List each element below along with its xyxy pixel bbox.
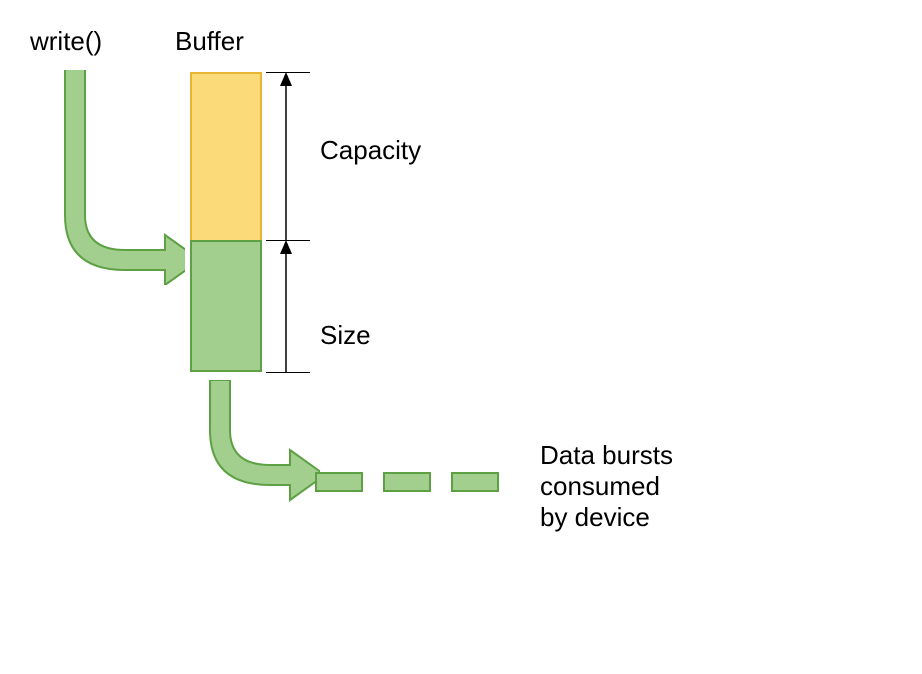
- output-arrow-icon: [200, 380, 320, 510]
- buffer-label: Buffer: [175, 26, 244, 57]
- bursts-label-line3: by device: [540, 502, 673, 533]
- buffer-size-region: [190, 240, 262, 372]
- bursts-label-line2: consumed: [540, 471, 673, 502]
- bursts-label: Data bursts consumed by device: [540, 440, 673, 534]
- size-dim-arrow-icon: [278, 240, 294, 372]
- capacity-dim-arrow-icon: [278, 72, 294, 240]
- size-label: Size: [320, 320, 371, 351]
- dim-tick-bottom: [266, 372, 310, 373]
- write-label: write(): [30, 26, 102, 57]
- data-burst: [383, 472, 431, 492]
- buffer-capacity-region: [190, 72, 262, 240]
- bursts-label-line1: Data bursts: [540, 440, 673, 471]
- capacity-label: Capacity: [320, 135, 421, 166]
- write-arrow-icon: [55, 70, 185, 285]
- data-burst: [451, 472, 499, 492]
- data-burst: [315, 472, 363, 492]
